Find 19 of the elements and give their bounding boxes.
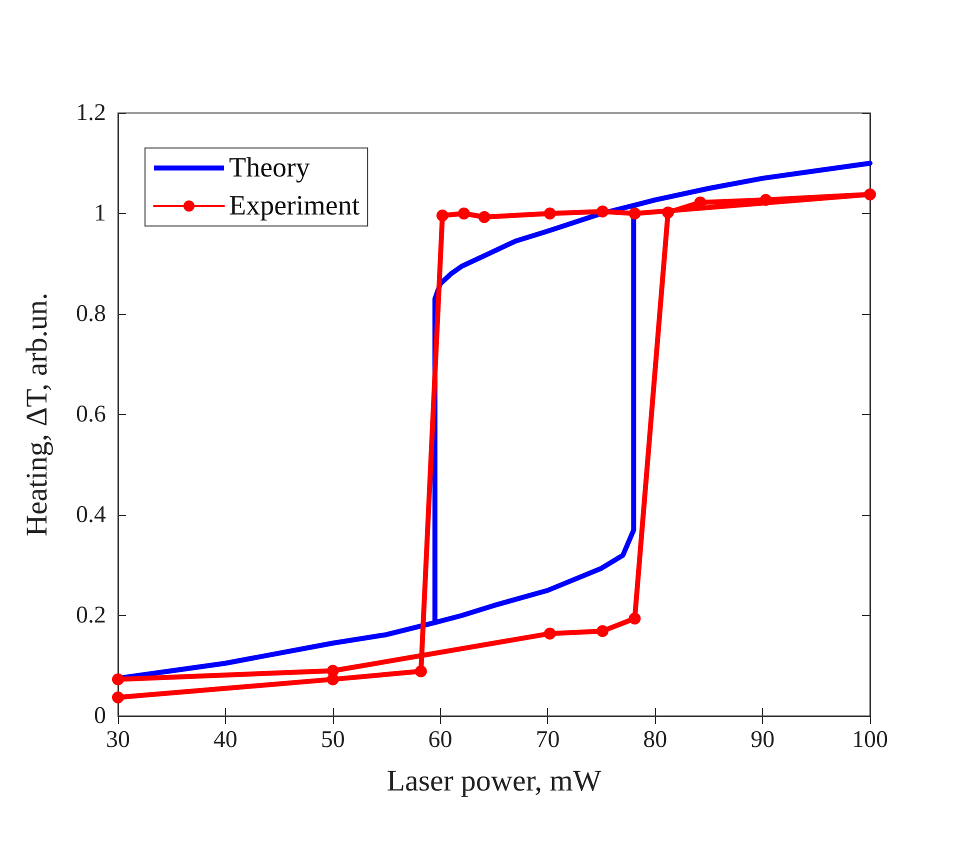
x-tick-label: 50 bbox=[320, 727, 345, 753]
y-tick-label: 0 bbox=[94, 703, 106, 729]
x-tick-label: 30 bbox=[106, 727, 130, 753]
legend-label: Theory bbox=[229, 152, 310, 184]
y-tick-label: 0.8 bbox=[76, 301, 106, 327]
x-tick-label: 40 bbox=[213, 727, 238, 753]
y-tick-label: 1 bbox=[94, 200, 106, 226]
x-tick-label: 100 bbox=[852, 727, 888, 753]
y-tick-label: 1.2 bbox=[76, 100, 106, 126]
x-tick-label: 90 bbox=[750, 727, 775, 753]
y-tick-label: 0.6 bbox=[76, 402, 106, 428]
x-tick-label: 60 bbox=[428, 727, 452, 753]
x-tick-label: 80 bbox=[643, 727, 668, 753]
x-axis-title: Laser power, mW bbox=[386, 764, 602, 798]
y-axis-title: Heating, ΔT, arb.un. bbox=[20, 292, 54, 536]
y-tick-label: 0.2 bbox=[76, 602, 106, 628]
x-tick-label: 70 bbox=[536, 727, 560, 753]
y-tick-label: 0.4 bbox=[76, 502, 106, 528]
legend-label: Experiment bbox=[229, 190, 360, 222]
